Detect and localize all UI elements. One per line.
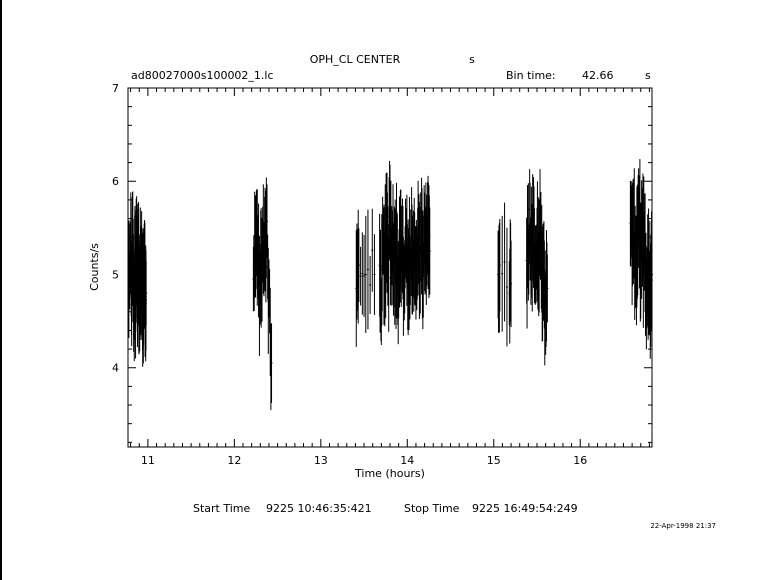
start-time-value: 9225 10:46:35:421 [266,502,372,515]
left-border-line [0,0,2,580]
x-tick-label: 11 [141,454,155,467]
chart-title-unit: s [469,53,475,66]
x-tick-label: 12 [227,454,241,467]
bin-time-unit: s [645,69,651,82]
bin-time-value: 42.66 [582,69,614,82]
x-axis-label: Time (hours) [354,467,425,480]
y-tick-label: 6 [112,175,119,188]
x-tick-label: 16 [573,454,587,467]
y-tick-label: 7 [112,82,119,95]
stop-time-label: Stop Time [404,502,460,515]
y-tick-label: 5 [112,268,119,281]
y-tick-label: 4 [112,362,119,375]
start-time-label: Start Time [193,502,251,515]
x-tick-label: 14 [400,454,414,467]
y-axis-label: Counts/s [88,243,101,291]
timestamp-label: 22-Apr-1998 21:37 [650,522,716,530]
x-tick-label: 13 [314,454,328,467]
file-name-label: ad80027000s100002_1.lc [131,69,274,82]
stop-time-value: 9225 16:49:54:249 [472,502,578,515]
x-tick-label: 15 [487,454,501,467]
x-axis-ticks: 11 12 13 14 15 16 [130,88,650,467]
data-layer [127,159,653,411]
chart-title: OPH_CL CENTER [310,53,401,66]
bin-time-label: Bin time: [506,69,556,82]
